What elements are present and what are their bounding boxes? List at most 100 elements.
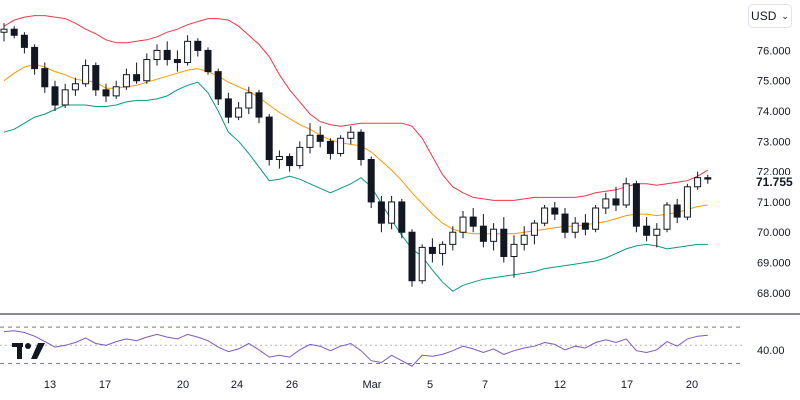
candle-body bbox=[122, 74, 130, 88]
candle-body bbox=[694, 177, 702, 188]
candle bbox=[61, 83, 69, 108]
candle-body bbox=[82, 65, 90, 85]
tradingview-logo bbox=[12, 343, 45, 359]
candle bbox=[439, 241, 447, 266]
candle-body bbox=[194, 40, 202, 51]
candle bbox=[694, 171, 702, 190]
time-tick-label: Mar bbox=[363, 379, 382, 391]
candle bbox=[286, 153, 294, 172]
candle-body bbox=[683, 186, 691, 218]
candle-body bbox=[0, 28, 8, 33]
price-tick-label: 75.000 bbox=[757, 76, 791, 88]
candle bbox=[122, 68, 130, 90]
candle bbox=[255, 89, 263, 124]
bollinger-bands bbox=[3, 15, 709, 292]
candle-body bbox=[133, 74, 141, 82]
candle bbox=[449, 226, 457, 251]
candle bbox=[235, 101, 243, 121]
candle-body bbox=[449, 231, 457, 245]
candle-body bbox=[255, 92, 263, 118]
candle-body bbox=[612, 198, 620, 206]
candle-body bbox=[102, 89, 110, 97]
candle bbox=[20, 32, 28, 54]
candle bbox=[541, 204, 549, 227]
candle-body bbox=[530, 222, 538, 236]
time-tick-label: 7 bbox=[482, 379, 488, 391]
candle bbox=[622, 177, 630, 208]
candle bbox=[112, 80, 120, 99]
candle-body bbox=[316, 134, 324, 142]
candle-body bbox=[500, 228, 508, 257]
candle-body bbox=[408, 231, 416, 282]
candle bbox=[347, 126, 355, 145]
time-tick-label: 17 bbox=[621, 379, 633, 391]
candle bbox=[653, 223, 661, 248]
candle bbox=[571, 217, 579, 239]
candle bbox=[510, 235, 518, 278]
candle bbox=[490, 223, 498, 251]
candle bbox=[663, 201, 671, 233]
candle bbox=[367, 156, 375, 208]
time-tick-label: 20 bbox=[177, 379, 189, 391]
candle-body bbox=[367, 159, 375, 203]
candle bbox=[632, 180, 640, 233]
candle-body bbox=[469, 216, 477, 227]
candle bbox=[428, 238, 436, 263]
candle bbox=[153, 44, 161, 66]
currency-label: USD bbox=[751, 9, 777, 23]
candle-body bbox=[173, 59, 181, 64]
candle bbox=[479, 214, 487, 248]
time-tick-label: 26 bbox=[286, 379, 298, 391]
candle bbox=[357, 129, 365, 166]
candle-body bbox=[571, 222, 579, 233]
candle bbox=[71, 77, 79, 96]
candle-body bbox=[581, 222, 589, 230]
candle-body bbox=[224, 98, 232, 118]
rsi-axis-label: 40.00 bbox=[757, 345, 785, 357]
candle bbox=[265, 114, 273, 166]
candle-body bbox=[622, 183, 630, 206]
candle bbox=[500, 217, 508, 263]
candle-body bbox=[632, 183, 640, 227]
price-tick-label: 71.000 bbox=[757, 197, 791, 209]
price-tick-label: 76.000 bbox=[757, 45, 791, 57]
candle bbox=[224, 92, 232, 124]
currency-selector[interactable]: USD ⌄ bbox=[748, 4, 792, 28]
candle-body bbox=[479, 225, 487, 242]
candle-body bbox=[643, 225, 651, 236]
candle-body bbox=[184, 40, 192, 64]
candle bbox=[551, 201, 559, 221]
bollinger-middle-band bbox=[3, 63, 708, 235]
chevron-down-icon: ⌄ bbox=[781, 10, 789, 21]
candle bbox=[643, 217, 651, 242]
time-tick-label: 13 bbox=[44, 379, 56, 391]
rsi-line bbox=[3, 330, 708, 367]
price-tick-label: 70.000 bbox=[757, 227, 791, 239]
price-tick-label: 69.000 bbox=[757, 258, 791, 270]
candle bbox=[102, 83, 110, 102]
candle-body bbox=[459, 216, 467, 233]
time-tick-label: 5 bbox=[427, 379, 433, 391]
candle bbox=[459, 211, 467, 239]
candle bbox=[683, 183, 691, 221]
candle bbox=[143, 53, 151, 84]
candle-body bbox=[418, 246, 426, 282]
bollinger-upper-band bbox=[3, 15, 709, 201]
candle bbox=[82, 59, 90, 87]
candle-body bbox=[245, 92, 253, 109]
candle bbox=[245, 86, 253, 115]
candle bbox=[602, 192, 610, 215]
candle bbox=[326, 138, 334, 160]
candle-body bbox=[204, 49, 212, 73]
candle bbox=[520, 226, 528, 251]
candle-body bbox=[337, 137, 345, 154]
candle bbox=[592, 204, 600, 233]
candle-body bbox=[520, 234, 528, 245]
candle bbox=[561, 208, 569, 239]
candle-body bbox=[388, 201, 396, 224]
price-axis[interactable]: 76.00075.00074.00073.00072.00071.00070.0… bbox=[757, 45, 791, 299]
candle bbox=[173, 50, 181, 72]
candle-body bbox=[326, 140, 334, 154]
time-axis[interactable]: 13 17 20 24 26 Mar 5 7 12 17 20 bbox=[44, 379, 698, 391]
